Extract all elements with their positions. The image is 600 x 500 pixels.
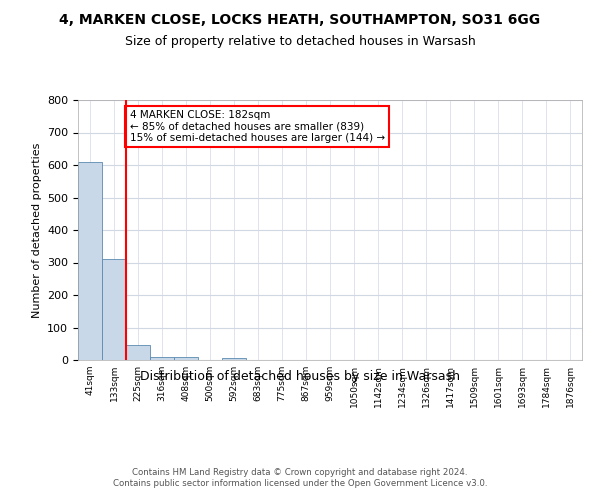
Text: 4, MARKEN CLOSE, LOCKS HEATH, SOUTHAMPTON, SO31 6GG: 4, MARKEN CLOSE, LOCKS HEATH, SOUTHAMPTO… — [59, 12, 541, 26]
Bar — [150, 357, 174, 360]
Bar — [102, 259, 126, 360]
Bar — [126, 346, 150, 360]
Text: Distribution of detached houses by size in Warsash: Distribution of detached houses by size … — [140, 370, 460, 383]
Bar — [174, 357, 198, 360]
Text: Contains HM Land Registry data © Crown copyright and database right 2024.
Contai: Contains HM Land Registry data © Crown c… — [113, 468, 487, 487]
Text: 4 MARKEN CLOSE: 182sqm
← 85% of detached houses are smaller (839)
15% of semi-de: 4 MARKEN CLOSE: 182sqm ← 85% of detached… — [130, 110, 385, 143]
Bar — [78, 162, 102, 360]
Y-axis label: Number of detached properties: Number of detached properties — [32, 142, 41, 318]
Bar — [222, 358, 246, 360]
Text: Size of property relative to detached houses in Warsash: Size of property relative to detached ho… — [125, 35, 475, 48]
